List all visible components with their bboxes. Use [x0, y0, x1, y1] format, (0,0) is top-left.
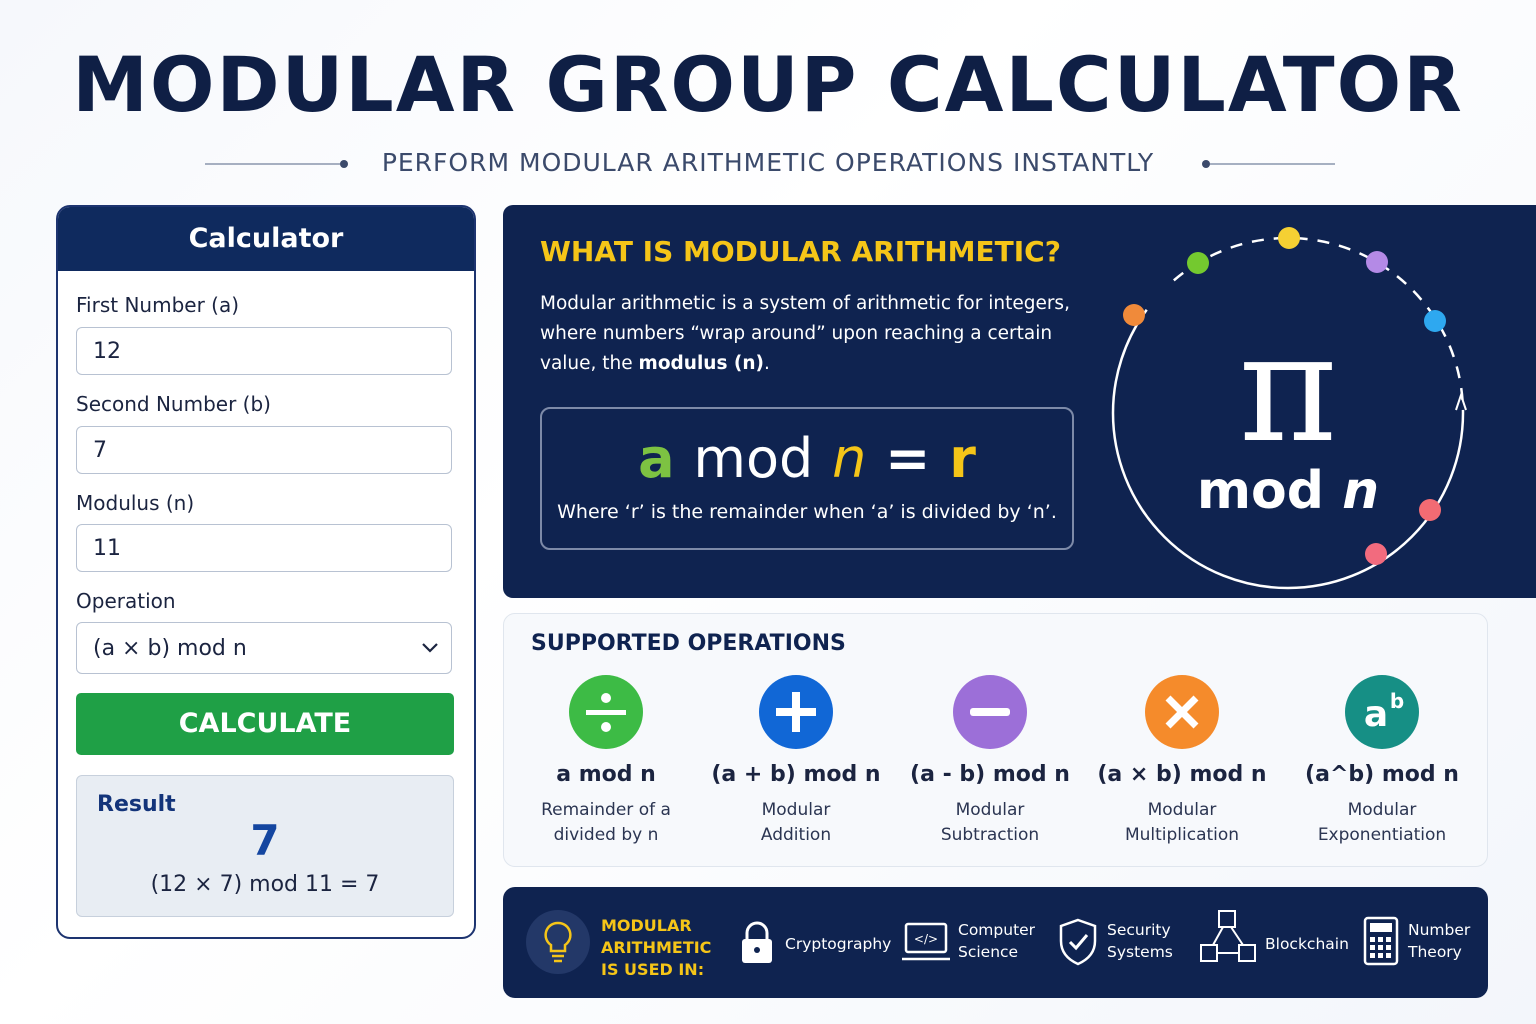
info-title: WHAT IS MODULAR ARITHMETIC? [540, 235, 1061, 268]
formula-box: a mod n = r Where ‘r’ is the remainder w… [540, 407, 1074, 550]
operation: a mod n Remainder of a divided by n [506, 674, 706, 845]
pi-mod: mod n [1197, 461, 1379, 521]
formula-n: n [832, 427, 867, 490]
operations-title: SUPPORTED OPERATIONS [531, 631, 846, 656]
op-icon [1145, 675, 1219, 749]
use-item: Security Systems [1107, 921, 1173, 961]
uses-label: MODULAR ARITHMETIC IS USED IN: [601, 916, 712, 979]
op-desc: Modular Multiplication [1124, 800, 1240, 845]
bulb-icon [526, 910, 590, 974]
lock-icon [742, 921, 772, 963]
op-name: (a - b) mod n [910, 762, 1070, 787]
op-desc: Remainder of a divided by n [541, 800, 671, 845]
result-expression: (12 × 7) mod 11 = 7 [150, 872, 380, 897]
field-label: Second Number (b) [76, 392, 271, 416]
input-n[interactable]: 11 [76, 524, 452, 572]
field-label: First Number (a) [76, 293, 240, 317]
result-value: 7 [250, 816, 280, 865]
info-panel: WHAT IS MODULAR ARITHMETIC? Modular arit… [503, 205, 1536, 598]
info-text: Modular arithmetic is a system of arithm… [540, 289, 1070, 379]
select-chevron [422, 643, 438, 653]
op-icon [953, 675, 1027, 749]
result-label: Result [97, 792, 176, 817]
pi-symbol: π [1239, 302, 1338, 476]
formula-mod: mod [693, 427, 814, 490]
formula-eq: = [885, 427, 931, 490]
field-label: Operation [76, 589, 176, 613]
operation-select[interactable]: (a × b) mod n [76, 622, 452, 674]
op-icon [759, 675, 833, 749]
operation: (a - b) mod n Modular Subtraction [890, 674, 1090, 845]
input-b[interactable]: 7 [76, 426, 452, 474]
op-name: a mod n [556, 762, 656, 787]
op-name: (a + b) mod n [711, 762, 881, 787]
calculate-button[interactable]: CALCULATE [76, 693, 454, 755]
op-desc: Modular Subtraction [940, 800, 1040, 845]
computer-icon: </> [902, 922, 950, 961]
use-item: Number Theory [1408, 921, 1471, 961]
operation: (a × b) mod n Modular Multiplication [1082, 674, 1282, 845]
op-icon [569, 675, 643, 749]
op-desc: Modular Addition [760, 800, 832, 845]
info-text: Modular arithmetic is a system of arithm… [540, 293, 1070, 374]
subtitle: PERFORM MODULAR ARITHMETIC OPERATIONS IN… [381, 148, 1155, 177]
input-a[interactable]: 12 [76, 327, 452, 375]
icon-base: a [1364, 694, 1388, 735]
use-item: Computer Science [958, 921, 1036, 961]
use-item: Cryptography [785, 935, 892, 953]
formula: a mod n = r [542, 427, 1072, 490]
op-desc: Modular Exponentiation [1317, 800, 1447, 845]
pi-mod: mod [1197, 461, 1324, 521]
uses-bar: MODULAR ARITHMETIC IS USED IN: Cryptogra… [503, 887, 1488, 998]
formula-note: Where ‘r’ is the remainder when ‘a’ is d… [557, 501, 1057, 523]
calculator-card: Calculator First Number (a) 12 Second Nu… [56, 205, 476, 939]
blockchain-icon [1200, 910, 1256, 962]
title: MODULAR GROUP CALCULATOR [72, 40, 1464, 129]
info-text: . [764, 353, 770, 374]
field-label: Modulus (n) [76, 491, 195, 515]
op-name: (a^b) mod n [1305, 762, 1459, 787]
shield-icon [1059, 918, 1097, 966]
calc-icon [1363, 916, 1399, 966]
info-bold: modulus (n) [638, 353, 764, 374]
card-title: Calculator [58, 207, 474, 271]
operation: (a + b) mod n Modular Addition [696, 674, 896, 845]
icon-exp: b [1390, 689, 1404, 713]
svg-text:</>: </> [914, 932, 938, 946]
operations-panel: SUPPORTED OPERATIONS a mod n Remainder o… [503, 613, 1488, 867]
result-box: Result 7 (12 × 7) mod 11 = 7 [76, 775, 454, 917]
use-item: Blockchain [1265, 935, 1349, 953]
op-name: (a × b) mod n [1097, 762, 1267, 787]
pi-n: n [1342, 461, 1379, 521]
pi-graphic: π mod n [1111, 227, 1467, 590]
formula-a: a [638, 427, 675, 490]
formula-r: r [949, 427, 976, 490]
subtitle-rules [205, 160, 1335, 168]
